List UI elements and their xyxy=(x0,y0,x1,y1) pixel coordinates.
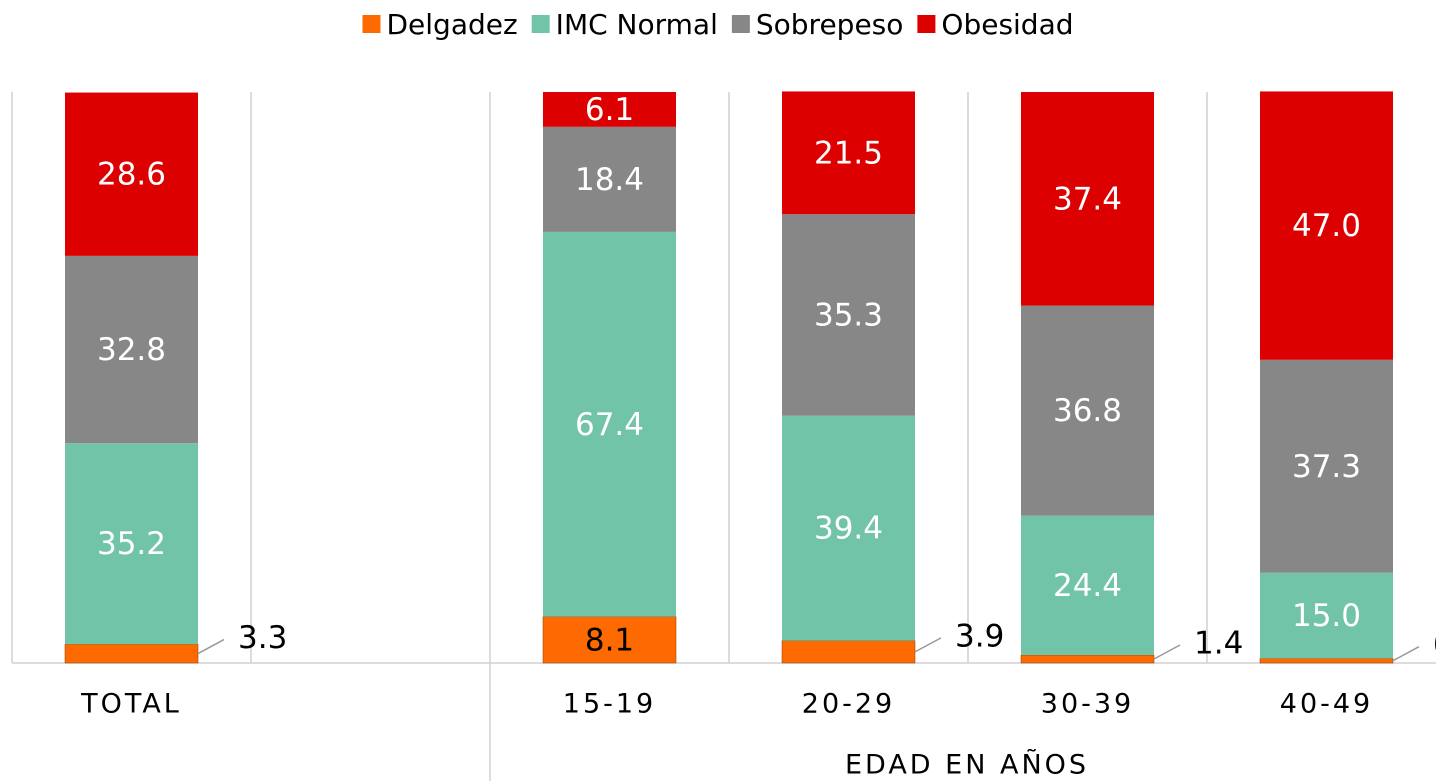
leader-line xyxy=(1392,646,1420,662)
bar-segment xyxy=(542,616,677,664)
data-label: 24.4 xyxy=(1053,568,1122,604)
bar-segment xyxy=(782,415,915,641)
data-label: 15.0 xyxy=(1292,598,1361,634)
data-label: 0.8 xyxy=(1433,627,1436,663)
bar-segment xyxy=(1021,515,1154,656)
bar-segment xyxy=(781,640,916,664)
x-tick-label: 30-39 xyxy=(1041,689,1134,720)
data-label: 18.4 xyxy=(575,162,644,198)
data-label: 3.3 xyxy=(238,620,287,656)
legend-label: IMC Normal xyxy=(556,8,718,41)
bar-segment xyxy=(1260,359,1393,573)
bar-segment xyxy=(543,92,676,127)
leader-line xyxy=(197,638,225,655)
leader-line xyxy=(914,637,942,653)
group-label: EDAD EN AÑOS xyxy=(845,749,1089,781)
bar-segment xyxy=(543,126,676,232)
bar-segment xyxy=(1260,572,1393,659)
bar-segment xyxy=(65,443,198,645)
data-label: 6.1 xyxy=(585,92,634,128)
data-label: 28.6 xyxy=(97,157,166,193)
bar-segment xyxy=(64,643,199,664)
legend-swatch xyxy=(731,15,750,33)
bar-segment xyxy=(782,91,915,215)
bar-segment xyxy=(543,231,676,617)
data-label: 67.4 xyxy=(575,407,644,443)
x-tick-label: 20-29 xyxy=(802,689,895,720)
bar-segment xyxy=(1021,305,1154,516)
data-label: 21.5 xyxy=(814,135,883,171)
data-label: 1.4 xyxy=(1194,626,1243,662)
x-tick-label: 15-19 xyxy=(563,689,656,720)
x-tick-label: TOTAL xyxy=(80,689,182,720)
data-label: 37.3 xyxy=(1292,449,1361,485)
x-tick-label: 40-49 xyxy=(1280,689,1373,720)
data-label: 32.8 xyxy=(97,332,166,368)
bar-segment xyxy=(782,214,915,416)
legend-label: Obesidad xyxy=(941,8,1073,41)
data-label: 36.8 xyxy=(1053,393,1122,429)
legend: Delgadez IMC Normal Sobrepeso Obesidad xyxy=(362,8,1074,41)
data-label: 39.4 xyxy=(814,511,883,547)
legend-label: Delgadez xyxy=(386,8,517,41)
data-label: 35.2 xyxy=(97,526,166,562)
legend-label: Sobrepeso xyxy=(756,8,904,41)
data-label: 47.0 xyxy=(1292,208,1361,244)
bar-segment xyxy=(1020,654,1155,664)
legend-swatch xyxy=(362,15,381,33)
bar-segment xyxy=(65,255,198,444)
bar-segment xyxy=(1021,92,1154,306)
legend-swatch xyxy=(917,15,936,33)
leader-line xyxy=(1153,644,1181,660)
data-label: 8.1 xyxy=(585,622,634,658)
bar-segment xyxy=(1260,91,1393,360)
data-label: 35.3 xyxy=(814,297,883,333)
legend-swatch xyxy=(531,15,550,33)
data-label: 37.4 xyxy=(1053,181,1122,217)
data-label: 3.9 xyxy=(955,618,1004,654)
bar-segment xyxy=(1259,658,1394,664)
bar-segment xyxy=(65,92,198,256)
